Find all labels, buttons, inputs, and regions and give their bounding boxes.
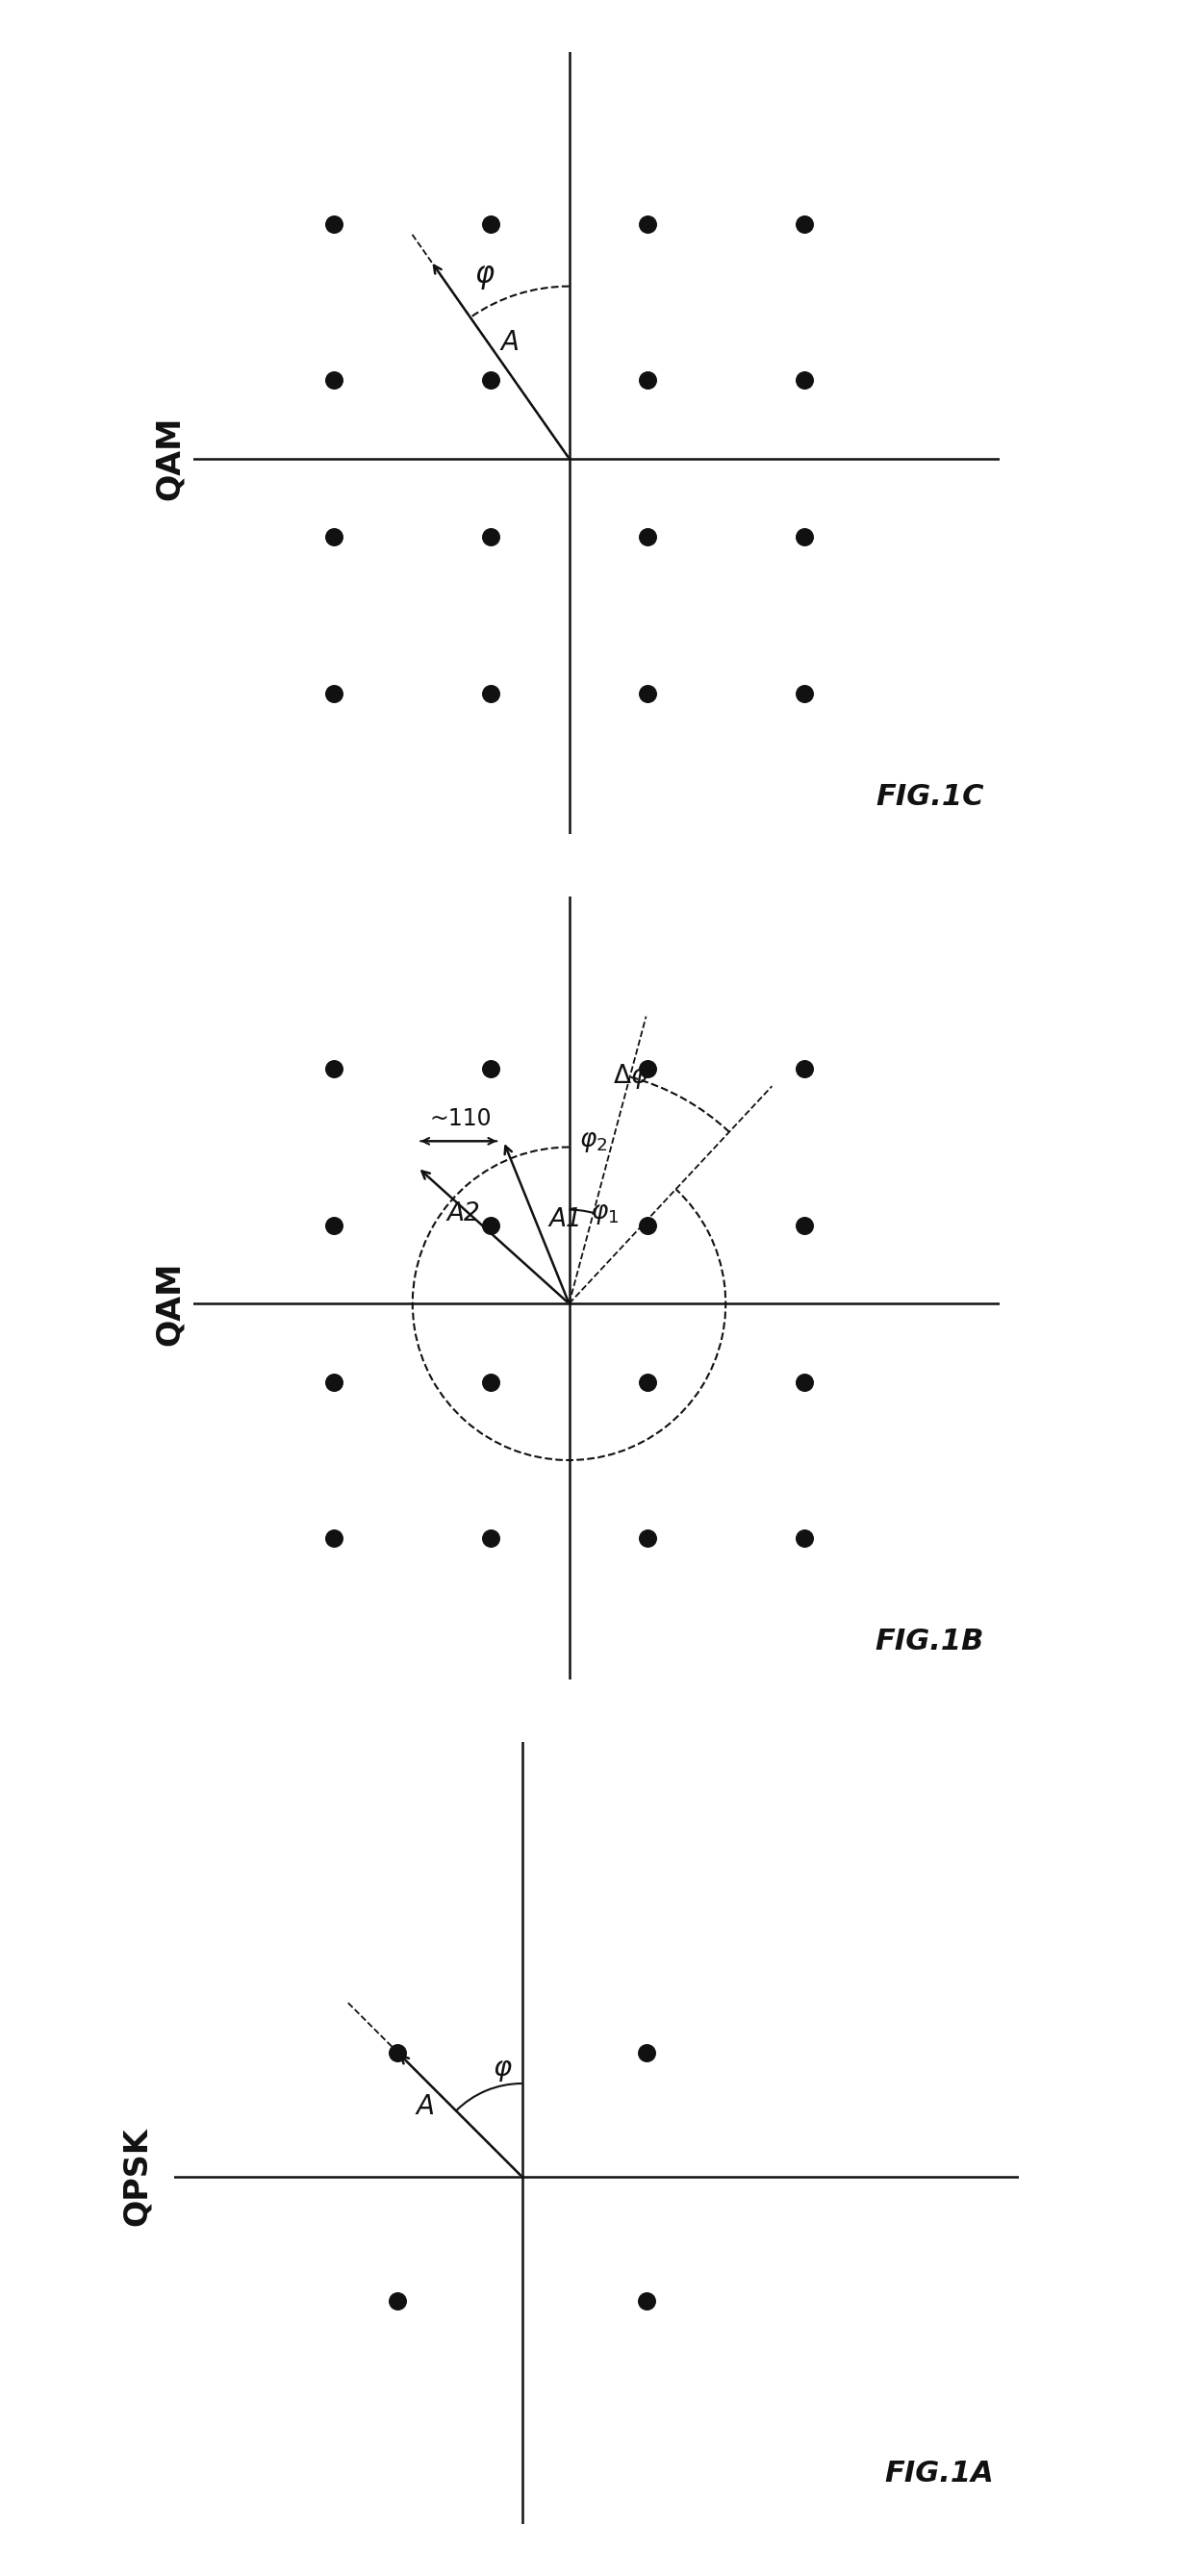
Point	[324, 1360, 344, 1401]
Point	[795, 361, 814, 402]
Text: $\varphi$: $\varphi$	[493, 2056, 513, 2084]
Point	[795, 672, 814, 714]
Point	[637, 2032, 656, 2074]
Text: A: A	[416, 2094, 434, 2120]
Point	[795, 204, 814, 245]
Point	[638, 1048, 657, 1090]
Point	[388, 2280, 407, 2321]
Text: A2: A2	[447, 1203, 481, 1226]
Text: FIG.1C: FIG.1C	[876, 783, 984, 811]
Text: $\Delta\varphi$: $\Delta\varphi$	[612, 1061, 648, 1090]
Point	[481, 1517, 500, 1558]
Point	[324, 672, 344, 714]
Point	[481, 1206, 500, 1247]
Point	[324, 1517, 344, 1558]
Point	[638, 361, 657, 402]
Point	[638, 204, 657, 245]
Point	[324, 204, 344, 245]
Point	[388, 2032, 407, 2074]
Text: QPSK: QPSK	[120, 2128, 153, 2226]
Point	[795, 515, 814, 556]
Point	[481, 204, 500, 245]
Point	[481, 672, 500, 714]
Point	[324, 361, 344, 402]
Point	[638, 515, 657, 556]
Point	[481, 361, 500, 402]
Point	[795, 1360, 814, 1401]
Point	[795, 1048, 814, 1090]
Text: QAM: QAM	[154, 1262, 186, 1345]
Point	[324, 1206, 344, 1247]
Text: A: A	[501, 330, 519, 355]
Point	[638, 1206, 657, 1247]
Text: FIG.1A: FIG.1A	[885, 2460, 994, 2488]
Point	[324, 1048, 344, 1090]
Point	[481, 1048, 500, 1090]
Point	[324, 515, 344, 556]
Text: $\varphi_2$: $\varphi_2$	[580, 1128, 607, 1154]
Text: QAM: QAM	[154, 417, 186, 500]
Text: A1: A1	[549, 1206, 582, 1231]
Point	[481, 515, 500, 556]
Point	[638, 1517, 657, 1558]
Text: ~110: ~110	[429, 1108, 492, 1131]
Point	[795, 1517, 814, 1558]
Point	[638, 1360, 657, 1401]
Point	[795, 1206, 814, 1247]
Text: $\varphi_1$: $\varphi_1$	[591, 1200, 619, 1226]
Point	[638, 672, 657, 714]
Text: $\varphi$: $\varphi$	[475, 263, 495, 291]
Point	[637, 2280, 656, 2321]
Text: FIG.1B: FIG.1B	[874, 1628, 984, 1656]
Point	[481, 1360, 500, 1401]
